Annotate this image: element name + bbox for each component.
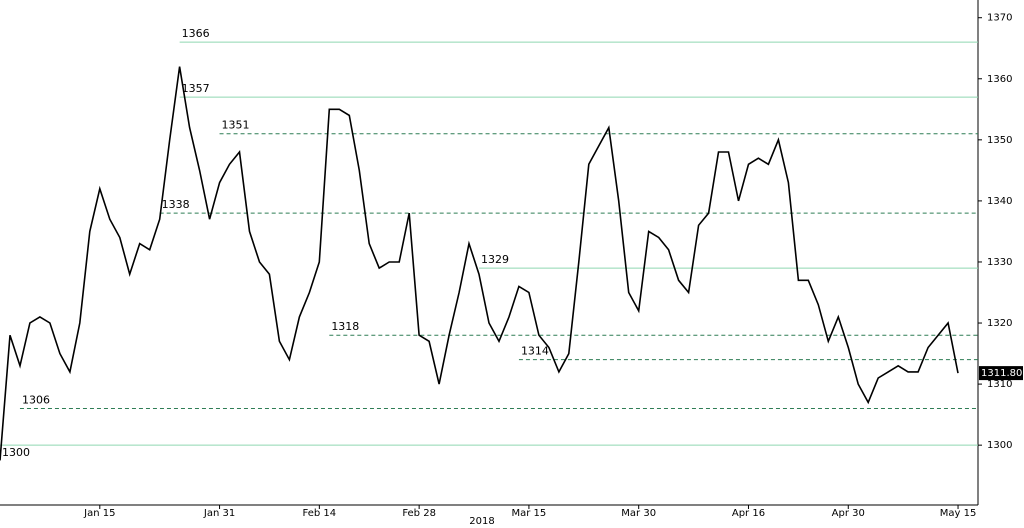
last-price-box (979, 366, 1023, 381)
y-tick-label: 1340 (987, 196, 1012, 207)
x-tick-label: Mar 15 (512, 508, 547, 519)
y-tick-label: 1350 (987, 135, 1012, 146)
y-tick-label: 1370 (987, 13, 1012, 24)
x-tick-label: Feb 14 (303, 508, 337, 519)
level-label: 1351 (222, 119, 250, 132)
level-label: 1314 (521, 345, 549, 358)
x-tick-label: Jan 31 (203, 508, 235, 519)
x-tick-label: Feb 28 (402, 508, 436, 519)
x-tick-label: Jan 15 (83, 508, 115, 519)
level-label: 1338 (162, 198, 190, 211)
y-tick-label: 1330 (987, 257, 1012, 268)
level-label: 1357 (182, 82, 210, 95)
level-label: 1306 (22, 394, 50, 407)
y-tick-label: 1360 (987, 74, 1012, 85)
y-tick-label: 1300 (987, 440, 1012, 451)
level-label: 1329 (481, 253, 509, 266)
level-label: 1318 (331, 320, 359, 333)
x-year-label: 2018 (469, 516, 494, 527)
x-tick-label: Apr 30 (832, 508, 865, 519)
x-tick-label: Apr 16 (732, 508, 765, 519)
level-label: 1300 (2, 446, 30, 459)
x-tick-label: May 15 (940, 508, 977, 519)
price-line (0, 66, 959, 461)
last-price-label: 1311.80 (981, 368, 1022, 379)
y-tick-label: 1310 (987, 379, 1012, 390)
level-label: 1366 (182, 27, 210, 40)
x-tick-label: Mar 30 (621, 508, 656, 519)
y-tick-label: 1320 (987, 318, 1012, 329)
